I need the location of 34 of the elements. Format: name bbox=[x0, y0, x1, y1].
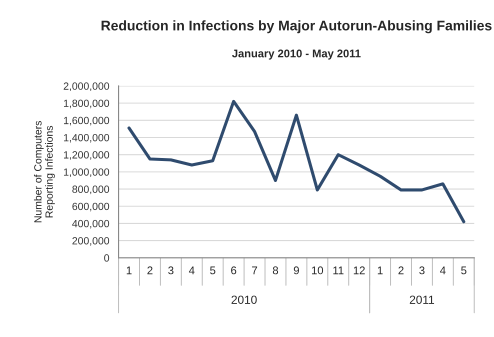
y-tick-label: 1,000,000 bbox=[64, 168, 110, 177]
x-tick-label: 9 bbox=[294, 266, 299, 274]
x-tick-label: 11 bbox=[333, 266, 344, 274]
x-tick-label: 7 bbox=[252, 266, 258, 274]
x-tick-label: 10 bbox=[312, 266, 324, 274]
y-tick-label: 200,000 bbox=[72, 237, 110, 246]
y-axis-title: Number of Computers Reporting Infections bbox=[34, 121, 55, 222]
x-tick-label: 8 bbox=[272, 266, 278, 274]
x-tick-label: 6 bbox=[231, 266, 236, 274]
chart-subtitle: January 2010 - May 2011 bbox=[232, 50, 361, 60]
x-tick-label: 12 bbox=[354, 266, 365, 274]
x-tick-label: 5 bbox=[461, 266, 466, 274]
x-tick-label: 2 bbox=[398, 266, 404, 274]
y-tick-label: 0 bbox=[104, 254, 110, 262]
y-tick-label: 1,200,000 bbox=[64, 151, 110, 160]
x-tick-label: 4 bbox=[188, 266, 195, 274]
y-tick-label: 800,000 bbox=[72, 186, 110, 194]
y-tick-label: 2,000,000 bbox=[64, 82, 110, 92]
x-tick-label: 5 bbox=[210, 266, 216, 274]
x-tick-label: 4 bbox=[440, 266, 446, 274]
y-tick-label: 1,400,000 bbox=[64, 134, 110, 143]
x-tick-label: 3 bbox=[168, 266, 174, 274]
x-tick-label: 1 bbox=[378, 266, 383, 274]
text: 2010 bbox=[232, 296, 257, 304]
x-tick-label: 1 bbox=[126, 266, 132, 274]
y-tick-label: 400,000 bbox=[72, 220, 110, 229]
x-tick-label: 2 bbox=[147, 266, 152, 274]
y-tick-label: 1,800,000 bbox=[64, 100, 110, 108]
chart-title: Reduction in Infections by Major Autorun-Abusing Families bbox=[102, 20, 492, 34]
text: 2011 bbox=[410, 296, 434, 304]
x-tick-label: 3 bbox=[419, 266, 425, 274]
y-tick-label: 1,600,000 bbox=[64, 116, 110, 126]
line-series bbox=[127, 100, 466, 224]
y-tick-label: 600,000 bbox=[72, 202, 110, 212]
